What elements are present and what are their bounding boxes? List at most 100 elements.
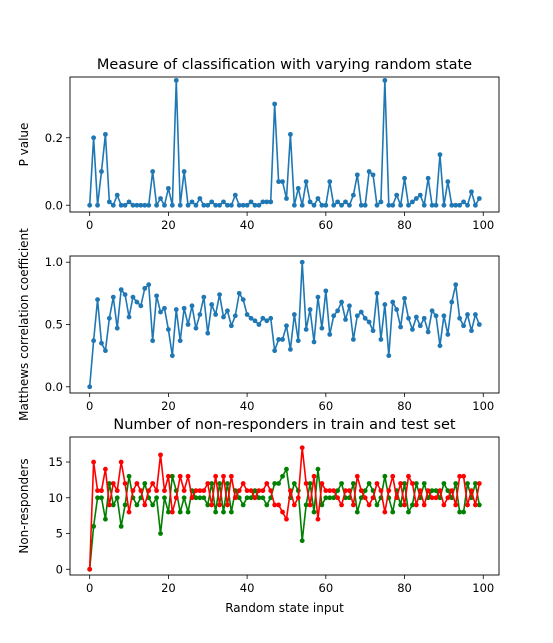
data-point: [398, 202, 404, 208]
data-point: [217, 481, 222, 486]
data-point: [370, 328, 376, 334]
data-point: [276, 481, 281, 486]
data-point: [169, 473, 175, 479]
data-point: [445, 495, 451, 501]
data-point: [465, 481, 470, 486]
x-tick-label: 20: [161, 218, 176, 232]
data-point: [154, 488, 159, 494]
x-tick-label: 20: [161, 399, 176, 413]
data-point: [260, 315, 266, 321]
data-point: [201, 202, 207, 208]
data-point: [256, 488, 262, 494]
y-tick-label: 0.0: [45, 198, 63, 212]
data-point: [193, 495, 199, 501]
series-line-1: [88, 261, 481, 387]
data-point: [358, 488, 364, 494]
data-point: [185, 473, 191, 479]
data-point: [311, 473, 317, 479]
data-point: [331, 313, 337, 319]
data-point: [193, 202, 199, 208]
data-point: [130, 488, 136, 494]
data-point: [134, 299, 140, 305]
x-tick-label: 40: [240, 218, 255, 232]
data-point: [213, 312, 219, 317]
data-point: [217, 502, 222, 508]
data-point: [221, 314, 226, 320]
data-point: [122, 481, 128, 486]
data-point: [307, 199, 313, 205]
data-point: [268, 315, 274, 321]
data-point: [358, 202, 364, 208]
data-point: [236, 488, 242, 494]
data-point: [260, 488, 266, 494]
data-point: [476, 481, 482, 486]
data-point: [114, 192, 120, 198]
data-point: [154, 495, 159, 501]
data-point: [126, 509, 132, 515]
data-point: [162, 202, 167, 208]
data-point: [335, 495, 341, 501]
data-point: [260, 495, 266, 501]
data-point: [358, 309, 364, 315]
data-point: [240, 481, 246, 486]
data-point: [134, 202, 140, 208]
data-point: [276, 502, 281, 508]
data-point: [476, 322, 482, 327]
data-point: [264, 318, 270, 324]
data-point: [173, 77, 179, 83]
data-point: [370, 172, 376, 178]
x-tick-label: 100: [472, 581, 494, 595]
data-point: [248, 495, 254, 501]
data-point: [217, 292, 222, 298]
data-point: [154, 293, 159, 299]
data-point: [110, 202, 116, 208]
data-point: [169, 353, 175, 359]
data-point: [378, 337, 384, 342]
data-point: [421, 481, 427, 486]
x-tick-label: 100: [472, 399, 494, 413]
data-point: [354, 473, 360, 479]
data-point: [319, 502, 325, 508]
data-point: [315, 196, 321, 201]
data-point: [449, 299, 455, 305]
data-point: [181, 488, 187, 494]
data-point: [390, 202, 396, 208]
data-point: [87, 566, 93, 572]
data-point: [331, 488, 337, 494]
data-point: [350, 481, 356, 486]
data-point: [374, 502, 380, 508]
data-point: [406, 202, 411, 208]
data-point: [429, 202, 435, 208]
data-point: [291, 312, 297, 317]
data-point: [177, 509, 183, 515]
data-point: [142, 202, 148, 208]
data-point: [165, 473, 171, 479]
data-point: [165, 327, 171, 332]
data-point: [106, 315, 112, 321]
data-point: [386, 353, 392, 359]
data-point: [272, 481, 278, 486]
data-point: [358, 495, 364, 501]
data-point: [284, 196, 289, 201]
data-point: [429, 495, 435, 501]
data-point: [122, 202, 128, 208]
data-point: [327, 495, 333, 501]
data-point: [209, 302, 215, 307]
data-point: [181, 495, 187, 501]
data-point: [158, 309, 163, 315]
data-point: [106, 199, 112, 205]
y-tick-label: 0.0: [45, 380, 63, 394]
data-point: [264, 502, 270, 508]
data-point: [413, 196, 419, 201]
data-point: [398, 324, 404, 330]
data-point: [382, 77, 388, 83]
data-point: [453, 481, 459, 486]
data-point: [213, 473, 219, 479]
data-point: [465, 312, 470, 317]
data-point: [87, 202, 93, 208]
data-point: [366, 169, 372, 174]
data-point: [248, 199, 254, 205]
data-point: [323, 288, 329, 294]
data-point: [138, 488, 144, 494]
data-point: [362, 315, 368, 321]
